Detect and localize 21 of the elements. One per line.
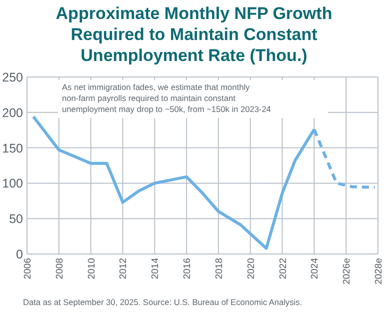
chart-title: Approximate Monthly NFP Growth Required to Maintain Constant Unemployment Rate (Thou.) <box>56 4 332 65</box>
y-tick-label: 250 <box>2 70 24 84</box>
x-tick-label: 2012 <box>118 258 130 280</box>
annotation: As net immigration fades, we estimate that monthly non-farm payrolls required to maintain constant unemployment may drop to ~50k, from ~150k in 2023-24 <box>62 82 272 114</box>
x-tick-label: 2016 <box>182 258 194 280</box>
x-tick-label: 2024 <box>310 258 321 280</box>
y-tick-label: 150 <box>2 141 24 156</box>
x-tick-label: 2028e <box>374 258 384 284</box>
x-tick-label: 2006 <box>22 258 34 280</box>
x-tick-label: 2008 <box>54 258 66 280</box>
text: Data as at September 30, 2025. Source: U.S. Bureau of Economic Analysis. <box>23 297 302 307</box>
y-tick-label: 200 <box>2 106 24 120</box>
x-tick-label: 2026e <box>342 258 353 284</box>
x-tick-label: 2020 <box>246 258 257 280</box>
y-tick-label: 50 <box>9 212 24 226</box>
x-tick-label: 2022 <box>278 258 289 280</box>
y-tick-label: 100 <box>2 176 24 191</box>
x-tick-label: 2014 <box>150 258 162 280</box>
x-tick-label: 2010 <box>86 258 98 280</box>
y-tick-label: 0 <box>16 248 24 262</box>
x-tick-label: 2018 <box>214 258 225 280</box>
